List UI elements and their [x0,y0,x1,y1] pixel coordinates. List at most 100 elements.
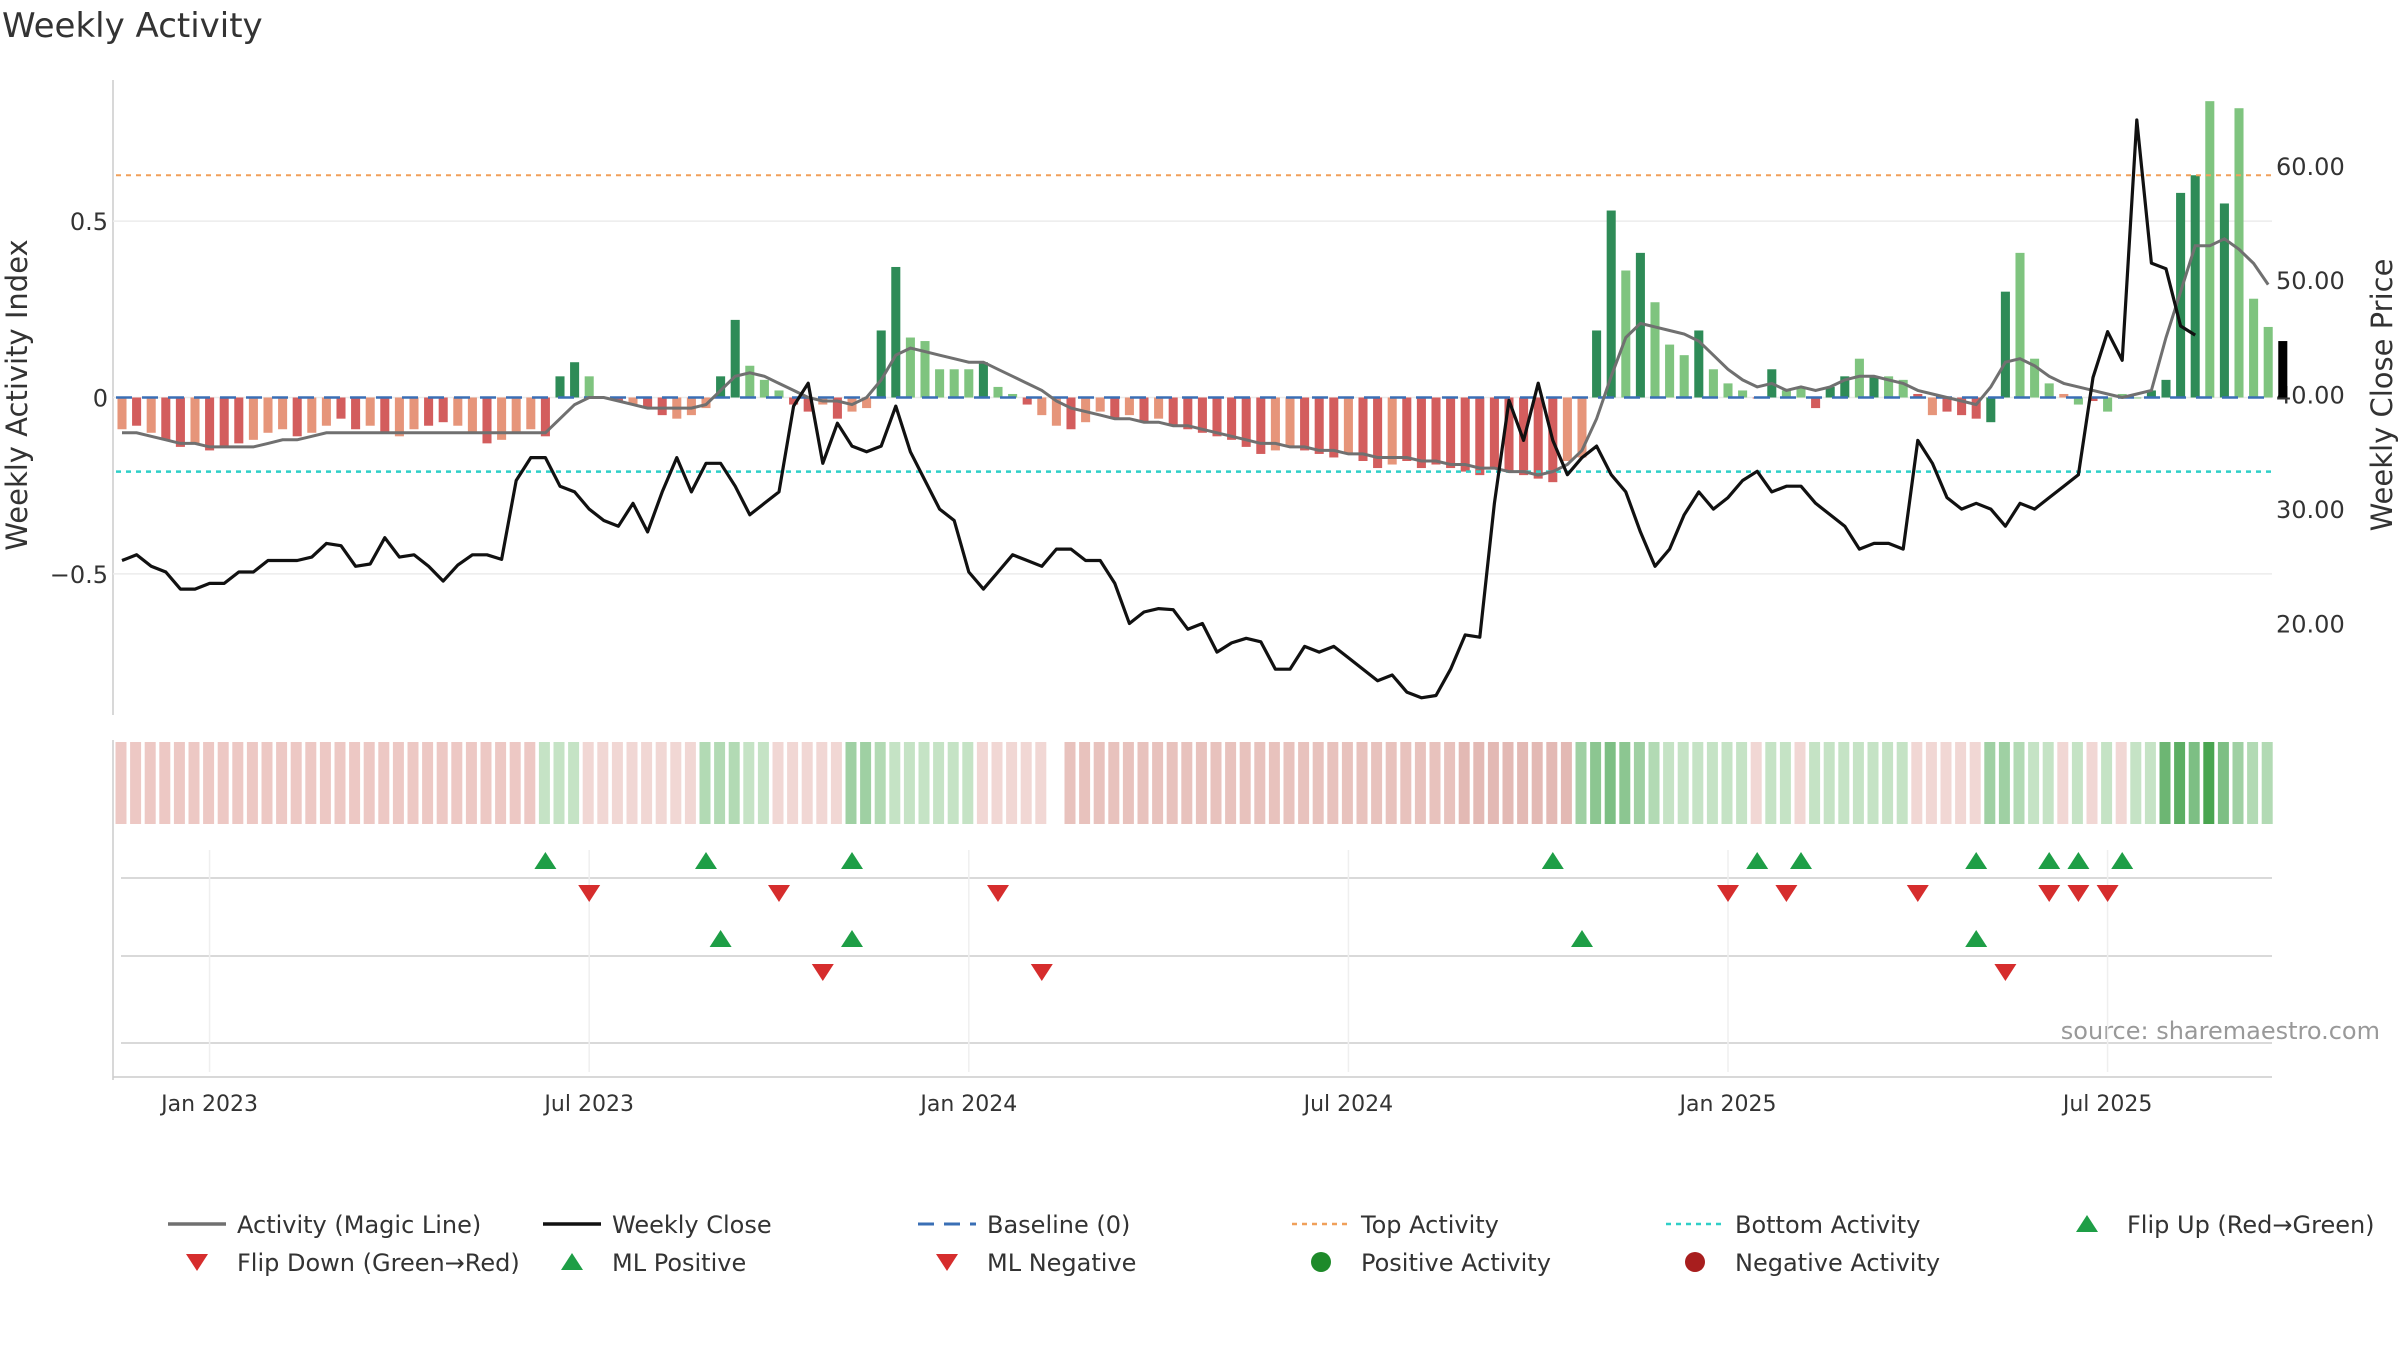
signal-strip-cell [1210,742,1222,824]
signal-strip-cell [451,742,463,824]
activity-bar [1942,397,1952,412]
activity-bar [789,397,799,405]
signal-strip-cell [115,742,127,824]
activity-bar [292,397,302,437]
signal-strip-cell [1473,742,1485,824]
signal-strip-cell [1239,742,1251,824]
legend-label: Activity (Magic Line) [237,1211,481,1239]
signal-strip-cell [655,742,667,824]
activity-bar [774,390,784,398]
legend-item: Bottom Activity [1666,1211,1920,1239]
activity-bar [1971,397,1981,419]
activity-bar [1110,397,1120,419]
signal-strip-cell [509,742,521,824]
activity-bar [978,362,988,398]
signal-strip-cell [392,742,404,824]
activity-bar [1650,302,1660,398]
signal-strip-cell [305,742,317,824]
legend-label: Negative Activity [1735,1249,1940,1277]
signal-strip-cell [276,742,288,824]
activity-bar [993,386,1003,398]
activity-bar [1986,397,1996,423]
flip-down-marker [1717,885,1739,902]
activity-bar [424,397,434,426]
flip-down-marker [1906,885,1929,902]
signal-strip-cell [2247,742,2259,824]
signal-strip-cell [845,742,857,824]
activity-bar [2088,397,2098,402]
flip-up-marker [1965,852,1988,869]
signal-strip-cell [217,742,229,824]
x-tick-label: Jan 2025 [1678,1092,1777,1117]
signal-strip-cell [743,742,755,824]
legend-item: Top Activity [1292,1211,1499,1239]
activity-bar [584,376,594,398]
activity-bar [1781,390,1791,398]
activity-bar [1314,397,1324,454]
signal-strip-cell [1750,742,1762,824]
signal-strip-cell [670,742,682,824]
activity-bar [1898,379,1908,398]
signal-strip-cell [232,742,244,824]
activity-bar [482,397,492,444]
signal-strip-cell [2232,742,2244,824]
activity-bar [1869,376,1879,398]
signal-strip-cell [1940,742,1952,824]
activity-bar [1606,210,1616,398]
activity-bar [643,397,653,409]
legend-triangle-up-icon [2076,1215,2098,1232]
flip-down-marker [768,885,790,902]
activity-bar [920,341,930,398]
activity-bar [1533,397,1543,479]
signal-strip-cell [1283,742,1295,824]
signal-strip-cell [1546,742,1558,824]
activity-bar [1957,397,1967,416]
activity-bar [321,397,331,426]
flip-up-marker [1541,852,1564,869]
right-tick-label: 30.00 [2276,496,2345,524]
source-credit: source: sharemaestro.com [2061,1017,2380,1045]
signal-strip-cell [582,742,594,824]
flip-up-marker [2038,852,2061,869]
signal-strip-cell [2071,742,2083,824]
activity-bar [613,397,623,402]
activity-bar [2249,298,2259,398]
signal-strip-cell [1444,742,1456,824]
activity-bar [511,397,521,433]
flip-up-marker [841,852,863,869]
legend-item: Baseline (0) [918,1211,1130,1239]
signal-strip-cell [1911,742,1923,824]
activity-bar [1154,397,1164,419]
activity-bar [1402,397,1412,461]
signal-strip-cell [1049,742,1061,824]
signal-strip-cell [918,742,930,824]
signal-strip-cell [2203,742,2215,824]
activity-bar [2117,393,2127,398]
activity-bar [336,397,346,419]
signal-strip-cell [816,742,828,824]
y-axis-label-right: Weekly Close Price [2365,259,2399,532]
signal-strip-cell [1268,742,1280,824]
signal-strip-cell [1575,742,1587,824]
left-tick-label: 0 [93,385,108,413]
signal-strip-cell [203,742,215,824]
signal-strip-cell [1327,742,1339,824]
signal-strip-cell [1502,742,1514,824]
activity-bar [2030,358,2040,398]
x-tick-label: Jul 2024 [1302,1092,1394,1117]
x-tick-label: Jan 2024 [918,1092,1017,1117]
legend-label: ML Positive [612,1249,746,1277]
activity-bar [1723,383,1733,398]
activity-bar [1592,330,1602,398]
signal-strip-cell [1779,742,1791,824]
ml-positive-marker [1571,930,1593,947]
activity-bar [1504,397,1514,472]
signal-strip-cell [1838,742,1850,824]
signal-strip-cell [830,742,842,824]
activity-bar [132,397,142,426]
activity-bar [2263,326,2273,398]
activity-bar [1621,270,1631,398]
signal-strip-cell [290,742,302,824]
activity-bar [686,397,696,416]
